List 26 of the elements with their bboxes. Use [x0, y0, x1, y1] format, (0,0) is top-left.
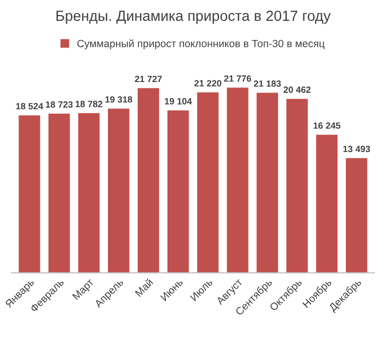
data-label: 21 183	[254, 80, 281, 87]
bar	[167, 110, 189, 273]
bar	[226, 88, 248, 273]
data-label: 16 245	[314, 122, 340, 129]
chart-title: Бренды. Динамика прироста в 2017 году	[56, 10, 331, 24]
data-label: 21 776	[224, 75, 252, 82]
data-label: 18 782	[76, 100, 102, 108]
bar	[18, 115, 40, 273]
bar	[48, 114, 70, 273]
legend-label: Суммарный прирост поклонников в Топ-30 в месяц	[77, 39, 325, 50]
data-label: 18 524	[16, 102, 44, 110]
bar	[78, 113, 100, 273]
bar	[108, 108, 130, 273]
bar	[286, 98, 308, 273]
data-label: 21 727	[134, 76, 162, 82]
data-label: 13 493	[343, 146, 370, 152]
data-label: 21 220	[194, 80, 222, 86]
bar	[138, 88, 160, 273]
bar	[316, 134, 338, 273]
bar	[197, 92, 219, 273]
bar	[346, 158, 368, 273]
data-label: 19 318	[105, 96, 132, 103]
data-label: 18 723	[46, 101, 73, 108]
data-label: 19 104	[164, 98, 192, 104]
bar	[256, 92, 278, 273]
data-label: 20 462	[284, 86, 311, 93]
